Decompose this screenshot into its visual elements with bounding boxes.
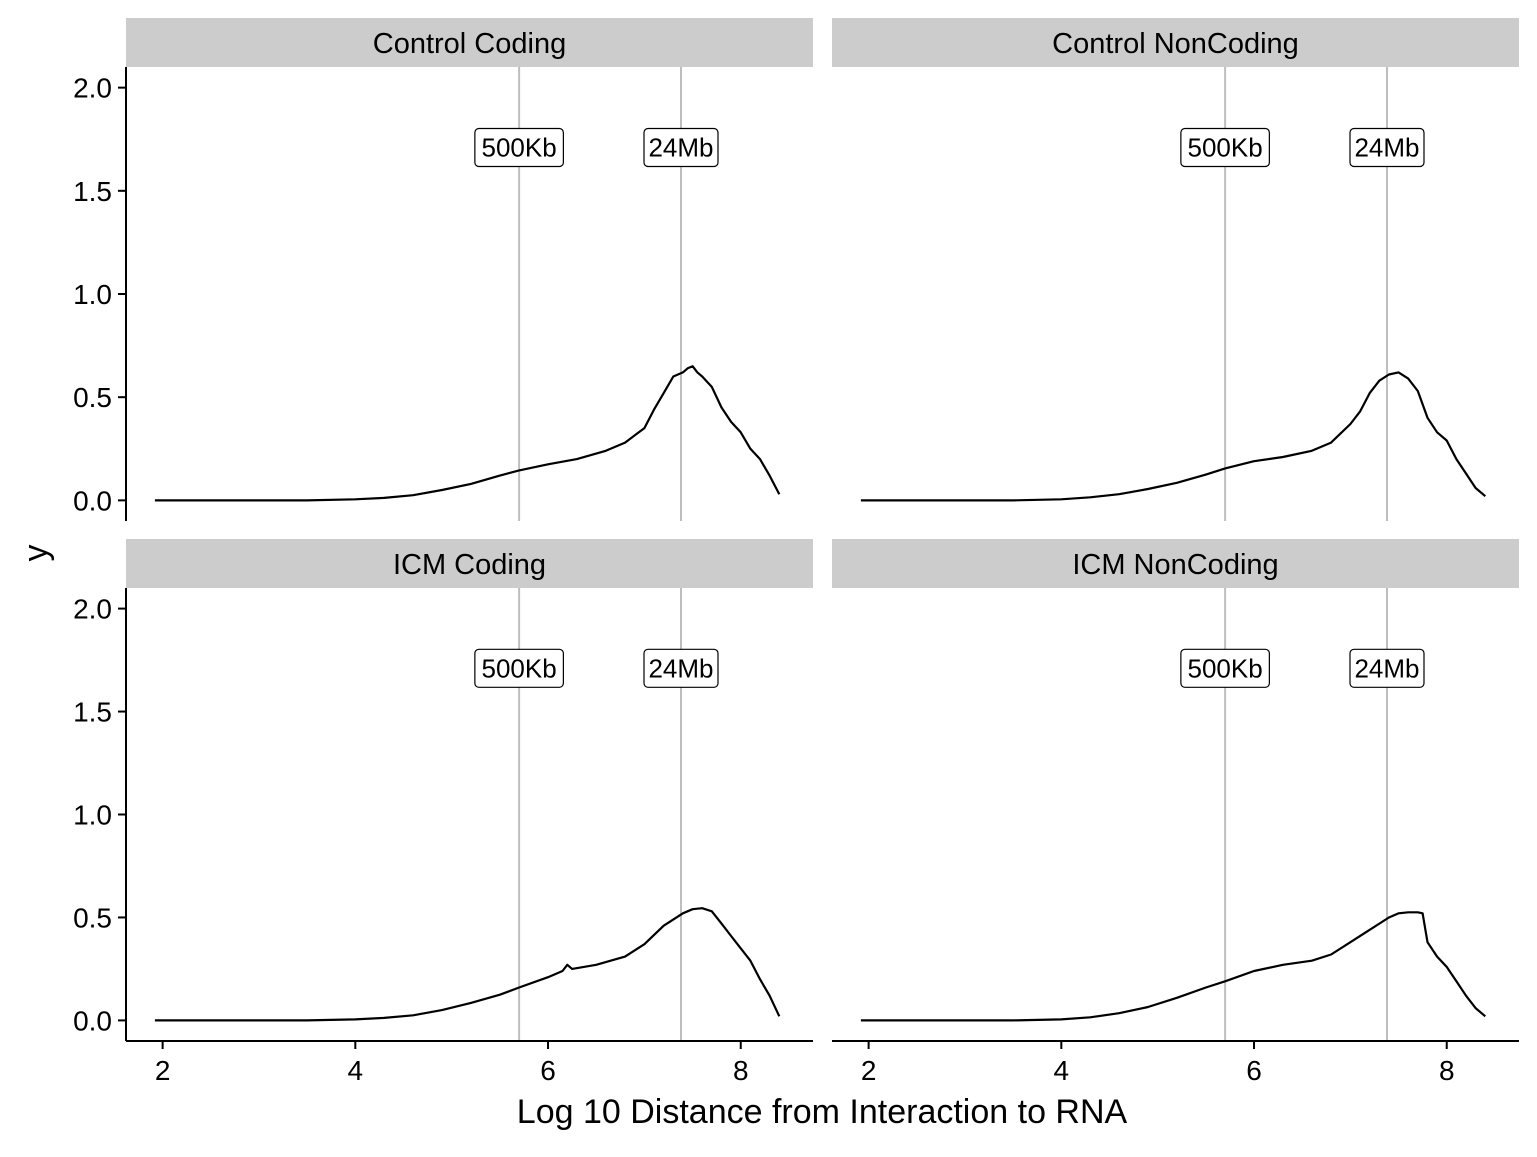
reference-label: 500Kb bbox=[482, 132, 557, 162]
x-tick-label: 6 bbox=[540, 1055, 556, 1086]
y-tick-label: 0.0 bbox=[73, 1005, 112, 1036]
x-axis-title: Log 10 Distance from Interaction to RNA bbox=[517, 1093, 1128, 1131]
facet-strip-title: Control NonCoding bbox=[1052, 28, 1299, 60]
y-tick-label: 0.5 bbox=[73, 902, 112, 933]
x-tick-label: 6 bbox=[1246, 1055, 1262, 1086]
x-tick-label: 2 bbox=[861, 1055, 877, 1086]
reference-label: 24Mb bbox=[1354, 653, 1419, 683]
facet-strip bbox=[126, 539, 813, 588]
y-tick-label: 0.5 bbox=[73, 382, 112, 413]
y-tick-label: 1.0 bbox=[73, 279, 112, 310]
reference-label: 500Kb bbox=[1188, 132, 1263, 162]
reference-label: 24Mb bbox=[1354, 132, 1419, 162]
density-line bbox=[860, 911, 1487, 1022]
x-tick-label: 8 bbox=[1439, 1055, 1455, 1086]
facet-panel: ICM Coding 500Kb 24Mb 0.0 0.5 1.0 1.5 2.0 2 4 6 8 bbox=[73, 539, 813, 1086]
facet-strip bbox=[126, 18, 813, 67]
density-line bbox=[860, 371, 1487, 502]
facet-strip bbox=[832, 539, 1519, 588]
reference-label-box bbox=[643, 127, 719, 168]
y-tick-label: 1.5 bbox=[73, 176, 112, 207]
reference-label-box bbox=[1349, 127, 1425, 168]
density-line bbox=[154, 365, 781, 502]
reference-label-box bbox=[1180, 648, 1270, 688]
reference-label: 500Kb bbox=[482, 653, 557, 683]
reference-label-box bbox=[474, 127, 564, 168]
facet-panel: Control NonCoding 500Kb 24Mb bbox=[832, 18, 1519, 521]
reference-label: 24Mb bbox=[648, 653, 713, 683]
y-tick-label: 1.5 bbox=[73, 697, 112, 728]
density-line bbox=[154, 907, 781, 1022]
reference-label: 500Kb bbox=[1188, 653, 1263, 683]
reference-label-box bbox=[474, 648, 564, 688]
facet-panel: ICM NonCoding 500Kb 24Mb 2 4 6 8 bbox=[832, 539, 1519, 1086]
x-tick-label: 8 bbox=[733, 1055, 749, 1086]
facet-strip bbox=[832, 18, 1519, 67]
y-tick-label: 1.0 bbox=[73, 800, 112, 831]
x-tick-label: 2 bbox=[155, 1055, 171, 1086]
reference-label-box bbox=[1349, 648, 1425, 688]
y-tick-label: 2.0 bbox=[73, 73, 112, 104]
y-tick-label: 2.0 bbox=[73, 594, 112, 625]
reference-label-box bbox=[643, 648, 719, 688]
x-tick-label: 4 bbox=[1054, 1055, 1070, 1086]
y-tick-label: 0.0 bbox=[73, 485, 112, 516]
facet-strip-title: ICM Coding bbox=[393, 549, 546, 581]
facet-strip-title: ICM NonCoding bbox=[1072, 549, 1278, 581]
x-tick-label: 4 bbox=[348, 1055, 364, 1086]
facet-strip-title: Control Coding bbox=[373, 28, 566, 60]
y-axis-title: y bbox=[17, 545, 55, 562]
facet-panel: Control Coding 500Kb 24Mb 0.0 0.5 1.0 1.5 2.0 bbox=[73, 18, 813, 521]
reference-label: 24Mb bbox=[648, 132, 713, 162]
reference-label-box bbox=[1180, 127, 1270, 168]
